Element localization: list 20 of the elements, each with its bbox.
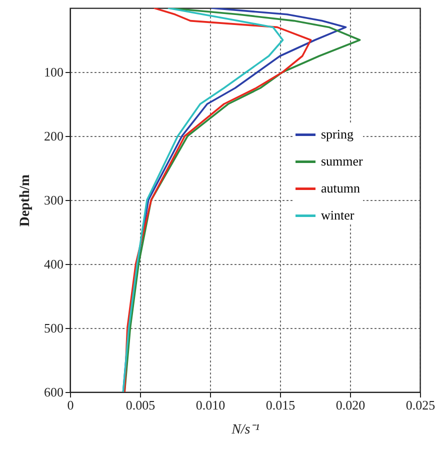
legend-label: autumn	[321, 180, 360, 196]
legend-label: spring	[321, 126, 354, 142]
x-tick-label: 0.010	[196, 398, 226, 412]
y-tick-label: 400	[44, 256, 64, 272]
legend-label: winter	[321, 208, 355, 223]
legend-label: summer	[321, 154, 364, 169]
line-series	[124, 8, 312, 392]
x-axis-title: N/s⁻¹	[230, 422, 260, 438]
x-tick-label: 0.005	[126, 398, 156, 412]
x-tick-label: 0	[67, 398, 74, 412]
y-tick-label: 500	[44, 320, 64, 336]
line-series	[122, 8, 284, 392]
y-tick-label: 200	[44, 128, 64, 144]
y-tick-label: 100	[44, 64, 64, 80]
y-axis-title: Depth/m	[18, 174, 33, 227]
x-tick-label: 0.020	[336, 398, 366, 412]
y-tick-label: 300	[44, 192, 64, 208]
x-tick-label: 0.015	[266, 398, 296, 412]
y-tick-label: 600	[44, 384, 64, 400]
x-tick-label: 0.025	[406, 398, 436, 412]
